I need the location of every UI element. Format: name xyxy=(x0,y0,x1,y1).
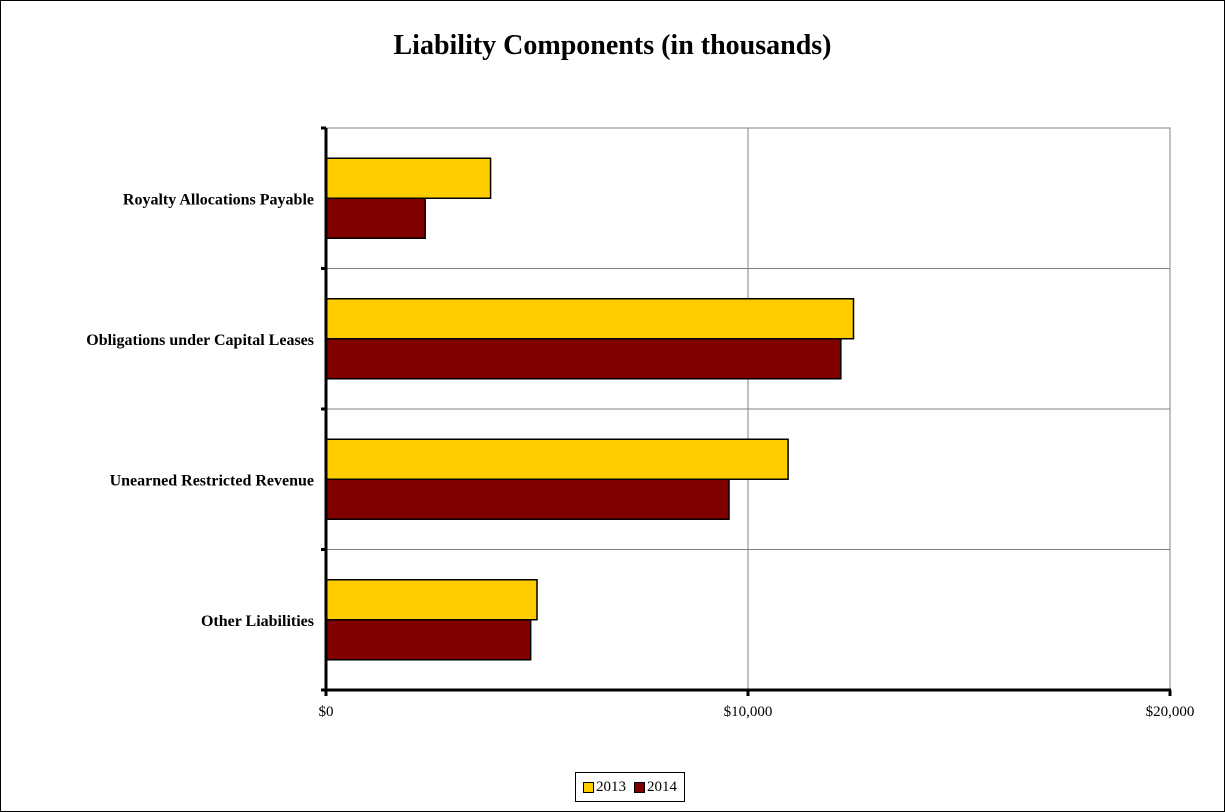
x-tick-label: $20,000 xyxy=(1146,704,1195,720)
legend-label-2014: 2014 xyxy=(647,779,677,796)
bar-2013 xyxy=(326,580,537,620)
legend-swatch-2014 xyxy=(634,782,645,793)
bar-2014 xyxy=(326,479,729,519)
bar-2013 xyxy=(326,439,788,479)
bar-2013 xyxy=(326,158,491,198)
category-label: Obligations under Capital Leases xyxy=(86,332,314,349)
legend-label-2013: 2013 xyxy=(596,779,626,796)
category-label: Unearned Restricted Revenue xyxy=(110,472,314,489)
legend-swatch-2013 xyxy=(583,782,594,793)
x-tick-label: $10,000 xyxy=(724,704,773,720)
legend: 2013 2014 xyxy=(575,772,685,802)
bar-2014 xyxy=(326,620,531,660)
bar-2014 xyxy=(326,198,425,238)
x-tick-label: $0 xyxy=(319,704,334,720)
bar-2013 xyxy=(326,299,854,339)
category-label: Royalty Allocations Payable xyxy=(123,191,314,208)
bar-2014 xyxy=(326,339,841,379)
category-label: Other Liabilities xyxy=(201,613,314,630)
legend-item-2014: 2014 xyxy=(634,779,677,796)
legend-item-2013: 2013 xyxy=(583,779,626,796)
